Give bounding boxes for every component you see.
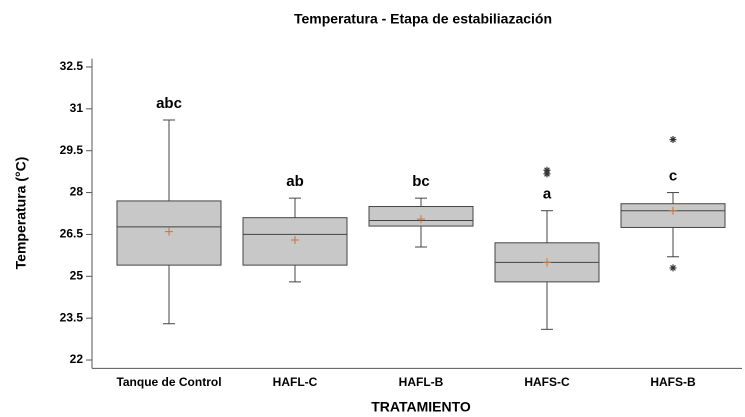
mean-marker xyxy=(291,236,299,245)
group-letter: abc xyxy=(156,95,182,112)
outlier xyxy=(669,264,677,272)
group-letter: a xyxy=(543,186,552,203)
mean-marker xyxy=(165,227,173,236)
x-tick-label: Tanque de Control xyxy=(116,375,221,389)
y-tick-label: 29.5 xyxy=(60,143,84,157)
y-tick-label: 25 xyxy=(70,268,84,282)
group-letter: ab xyxy=(286,173,304,190)
mean-marker xyxy=(669,206,677,215)
group-letter: bc xyxy=(412,173,430,190)
y-tick-label: 28 xyxy=(70,185,84,199)
y-tick-label: 32.5 xyxy=(60,59,84,73)
outlier xyxy=(543,170,551,178)
outlier xyxy=(543,166,551,174)
x-tick-label: HAFS-C xyxy=(524,375,570,389)
y-tick-label: 31 xyxy=(70,101,84,115)
y-axis-label: Temperatura (°C) xyxy=(13,157,29,270)
x-tick-label: HAFS-B xyxy=(650,375,696,389)
chart-title: Temperatura - Etapa de estabiliazación xyxy=(294,11,552,27)
mean-marker xyxy=(417,215,425,224)
x-tick-label: HAFL-C xyxy=(273,375,318,389)
mean-marker xyxy=(543,258,551,267)
y-tick-label: 23.5 xyxy=(60,310,84,324)
group-letter: c xyxy=(669,168,677,185)
x-axis-label: TRATAMIENTO xyxy=(371,399,471,415)
box xyxy=(620,203,726,228)
outlier xyxy=(669,136,677,144)
x-tick-label: HAFL-B xyxy=(399,375,444,389)
y-tick-label: 22 xyxy=(70,352,84,366)
y-tick-label: 26.5 xyxy=(60,227,84,241)
